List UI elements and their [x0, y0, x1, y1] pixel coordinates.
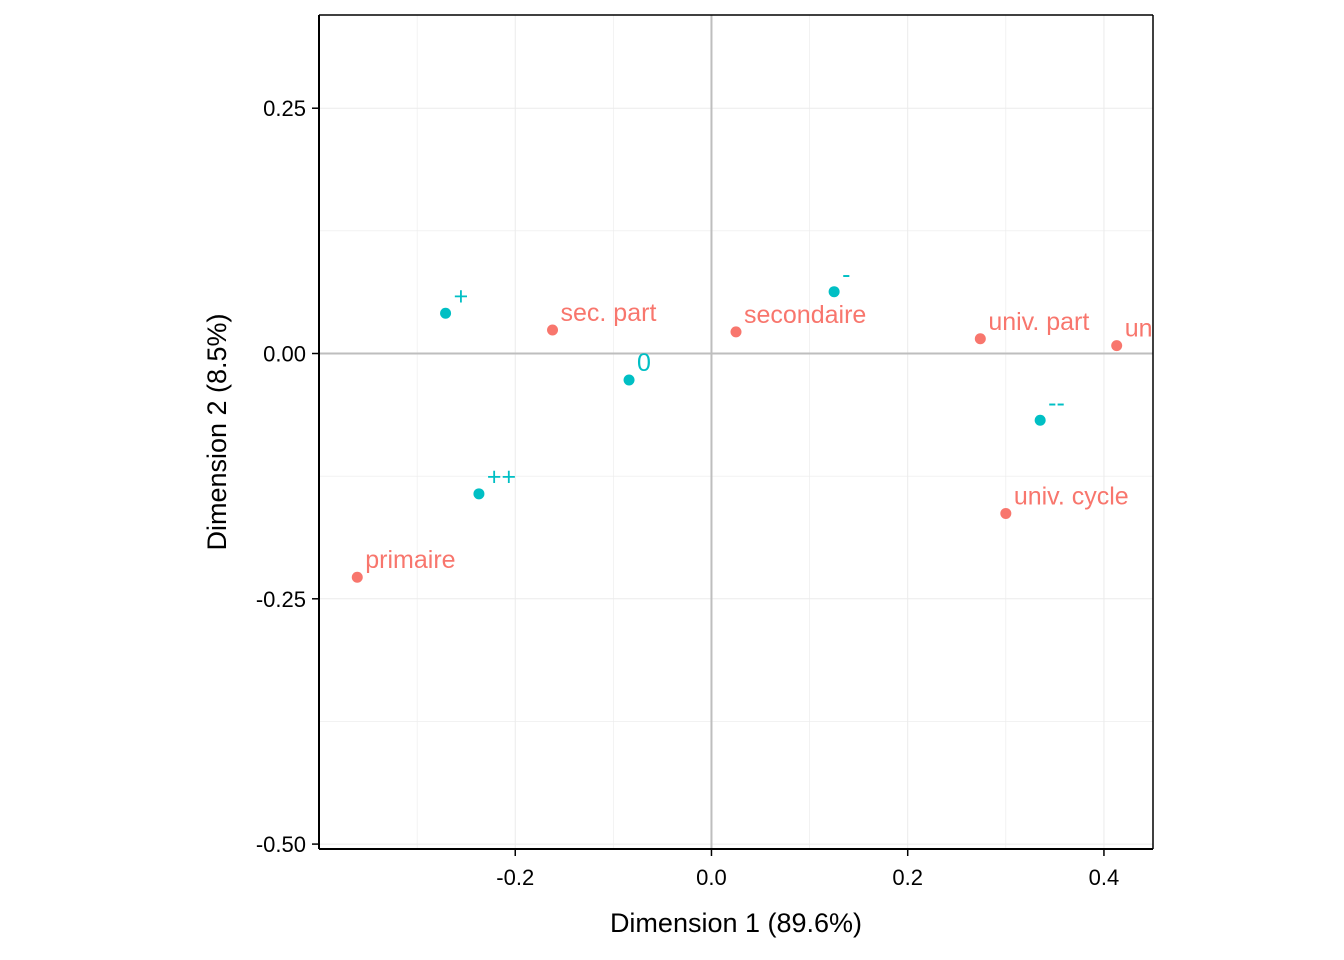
y-tick-label: 0.25 [263, 96, 306, 121]
data-point-label: univ. part [988, 308, 1089, 336]
x-axis-title: Dimension 1 (89.6%) [610, 908, 862, 938]
data-point-label: sec. part [561, 299, 657, 327]
data-point-label: secondaire [744, 301, 866, 329]
data-point [351, 571, 363, 583]
data-point [440, 307, 452, 319]
x-tick-label: 0.0 [696, 865, 727, 890]
data-points [351, 286, 1123, 583]
y-tick-label: -0.25 [256, 587, 306, 612]
data-point [1111, 340, 1123, 352]
x-tick-label: 0.2 [892, 865, 923, 890]
data-point [547, 324, 559, 336]
x-tick-label: 0.4 [1089, 865, 1120, 890]
data-point-label: univ. [1125, 315, 1176, 343]
data-point-label: - [842, 261, 850, 289]
data-point-label: ++ [487, 463, 516, 491]
y-axis-ticks: -0.50 -0.25 0.00 0.25 [256, 96, 319, 857]
y-axis-title: Dimension 2 (8.5%) [202, 313, 232, 550]
data-point [828, 286, 840, 298]
x-axis-ticks: -0.2 0.0 0.2 0.4 [496, 849, 1119, 890]
x-tick-label: -0.2 [496, 865, 534, 890]
data-point [1034, 414, 1046, 426]
y-tick-label: -0.50 [256, 832, 306, 857]
data-point-label: primaire [365, 546, 455, 574]
data-point-label: + [454, 282, 469, 310]
data-point [974, 333, 986, 345]
data-point [1000, 507, 1012, 519]
reference-lines [319, 15, 1153, 849]
data-point [730, 326, 742, 338]
data-point [473, 488, 485, 500]
point-labels: sec. part secondaire univ. part univ. univ.… [365, 261, 1176, 575]
data-point-label: 0 [637, 349, 651, 377]
data-point [623, 374, 635, 386]
plot-background [319, 15, 1153, 849]
data-point-label: -- [1048, 389, 1065, 417]
y-tick-label: 0.00 [263, 342, 306, 367]
data-point-label: univ. cycle [1014, 482, 1129, 510]
